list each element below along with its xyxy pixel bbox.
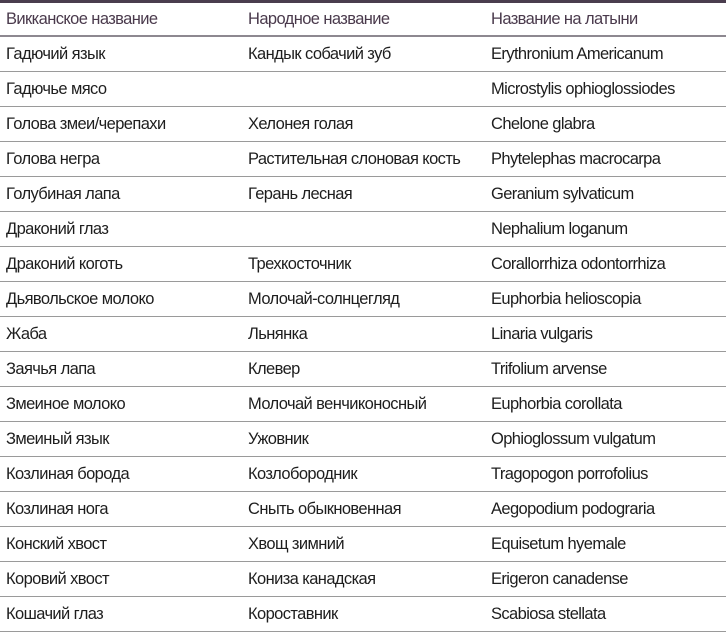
table-row: Коровий хвост Кониза канадская Erigeron ca… bbox=[0, 561, 726, 597]
cell-common-name bbox=[242, 71, 485, 107]
cell-common-name: Ужовник bbox=[242, 421, 485, 457]
cell-common-name: Молочай венчиконосный bbox=[242, 386, 485, 422]
cell-latin-name: Tragopogon porrofolius bbox=[485, 456, 726, 492]
cell-common-name: Козлобородник bbox=[242, 456, 485, 492]
table-row: Гадючий язык Кандык собачий зуб Erythroniu… bbox=[0, 36, 726, 72]
cell-common-name: Хвощ зимний bbox=[242, 526, 485, 562]
cell-common-name: Хелонея голая bbox=[242, 106, 485, 142]
cell-latin-name: Euphorbia helioscopia bbox=[485, 281, 726, 317]
cell-wiccan-name: Заячья лапа bbox=[0, 351, 242, 387]
cell-latin-name: Aegopodium podograria bbox=[485, 491, 726, 527]
table-row: Змеиное молоко Молочай венчиконосный Eupho… bbox=[0, 386, 726, 422]
table-row: Жаба Льнянка Linaria vulgaris bbox=[0, 316, 726, 352]
table-row: Козлиная нога Сныть обыкновенная Aegopodiu… bbox=[0, 491, 726, 527]
cell-common-name: Льнянка bbox=[242, 316, 485, 352]
cell-common-name: Герань лесная bbox=[242, 176, 485, 212]
cell-wiccan-name: Кошачий глаз bbox=[0, 596, 242, 632]
cell-latin-name: Geranium sylvaticum bbox=[485, 176, 726, 212]
cell-wiccan-name: Дьявольское молоко bbox=[0, 281, 242, 317]
table-row: Конский хвост Хвощ зимний Equisetum hyemal… bbox=[0, 526, 726, 562]
cell-latin-name: Equisetum hyemale bbox=[485, 526, 726, 562]
table-row: Драконий коготь Трехкосточник Corallorrhiz… bbox=[0, 246, 726, 282]
cell-common-name: Молочай-солнцегляд bbox=[242, 281, 485, 317]
cell-latin-name: Euphorbia corollata bbox=[485, 386, 726, 422]
table-row: Козлиная борода Козлобородник Tragopogon p… bbox=[0, 456, 726, 492]
cell-wiccan-name: Змеиное молоко bbox=[0, 386, 242, 422]
cell-latin-name: Microstylis ophioglossiodes bbox=[485, 71, 726, 107]
table-row: Гадючье мясо Microstylis ophioglossiodes bbox=[0, 71, 726, 107]
table-row: Дьявольское молоко Молочай-солнцегляд Euph… bbox=[0, 281, 726, 317]
table-row: Змеиный язык Ужовник Ophioglossum vulgatum bbox=[0, 421, 726, 457]
cell-wiccan-name: Голова негра bbox=[0, 141, 242, 177]
cell-common-name: Растительная слоновая кость bbox=[242, 141, 485, 177]
cell-latin-name: Linaria vulgaris bbox=[485, 316, 726, 352]
cell-common-name: Клевер bbox=[242, 351, 485, 387]
header-row: Викканское название Народное название На… bbox=[0, 1, 726, 37]
cell-latin-name: Scabiosa stellata bbox=[485, 596, 726, 632]
table-row: Драконий глаз Nephalium loganum bbox=[0, 211, 726, 247]
cell-wiccan-name: Голова змеи/черепахи bbox=[0, 106, 242, 142]
cell-common-name bbox=[242, 211, 485, 247]
header-wiccan-name: Викканское название bbox=[0, 1, 242, 37]
cell-wiccan-name: Жаба bbox=[0, 316, 242, 352]
cell-wiccan-name: Козлиная борода bbox=[0, 456, 242, 492]
header-latin-name: Название на латыни bbox=[485, 1, 726, 37]
cell-common-name: Сныть обыкновенная bbox=[242, 491, 485, 527]
cell-wiccan-name: Голубиная лапа bbox=[0, 176, 242, 212]
table-row: Заячья лапа Клевер Trifolium arvense bbox=[0, 351, 726, 387]
cell-wiccan-name: Козлиная нога bbox=[0, 491, 242, 527]
cell-wiccan-name: Гадючье мясо bbox=[0, 71, 242, 107]
table-row: Голубиная лапа Герань лесная Geranium sylv… bbox=[0, 176, 726, 212]
cell-common-name: Кандык собачий зуб bbox=[242, 36, 485, 72]
cell-wiccan-name: Драконий глаз bbox=[0, 211, 242, 247]
cell-latin-name: Phytelephas macrocarpa bbox=[485, 141, 726, 177]
table-row: Кошачий глаз Короставник Scabiosa stellata bbox=[0, 596, 726, 632]
cell-latin-name: Erigeron canadense bbox=[485, 561, 726, 597]
cell-latin-name: Erythronium Americanum bbox=[485, 36, 726, 72]
cell-latin-name: Corallorrhiza odontorrhiza bbox=[485, 246, 726, 282]
cell-wiccan-name: Змеиный язык bbox=[0, 421, 242, 457]
cell-common-name: Трехкосточник bbox=[242, 246, 485, 282]
cell-common-name: Короставник bbox=[242, 596, 485, 632]
cell-wiccan-name: Конский хвост bbox=[0, 526, 242, 562]
header-common-name: Народное название bbox=[242, 1, 485, 37]
cell-latin-name: Chelone glabra bbox=[485, 106, 726, 142]
cell-latin-name: Nephalium loganum bbox=[485, 211, 726, 247]
cell-wiccan-name: Гадючий язык bbox=[0, 36, 242, 72]
cell-wiccan-name: Коровий хвост bbox=[0, 561, 242, 597]
cell-latin-name: Trifolium arvense bbox=[485, 351, 726, 387]
cell-latin-name: Ophioglossum vulgatum bbox=[485, 421, 726, 457]
cell-wiccan-name: Драконий коготь bbox=[0, 246, 242, 282]
table-row: Голова змеи/черепахи Хелонея голая Chelone… bbox=[0, 106, 726, 142]
table-row: Голова негра Растительная слоновая кость P… bbox=[0, 141, 726, 177]
cell-common-name: Кониза канадская bbox=[242, 561, 485, 597]
